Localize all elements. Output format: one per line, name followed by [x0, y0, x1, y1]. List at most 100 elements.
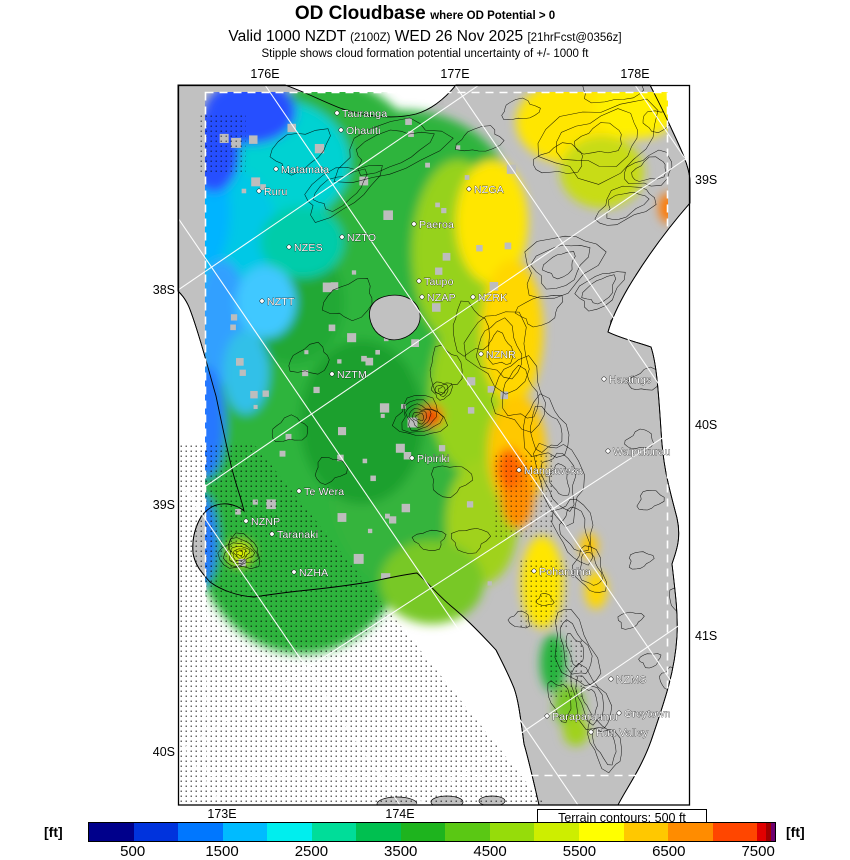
- axis-label: 178E: [620, 67, 649, 81]
- colorbar-segment: [668, 823, 713, 841]
- no-data-cell: [351, 270, 357, 275]
- no-data-cell: [314, 143, 325, 154]
- station-marker: NZTM: [329, 369, 367, 381]
- terrain-contour-line: [582, 85, 645, 104]
- no-data-cell: [432, 303, 441, 312]
- no-data-cell: [383, 210, 393, 220]
- terrain-contour-line: [606, 192, 650, 220]
- stipple-overlay: [178, 112, 584, 805]
- terrain-contour-line: [594, 185, 657, 226]
- no-data-cell: [304, 350, 309, 355]
- valid-date: WED 26 Nov 2025: [394, 27, 524, 45]
- terrain-contour-line: [581, 686, 598, 716]
- terrain-contour-line: [488, 330, 514, 365]
- colorbar-segment: [311, 823, 357, 841]
- no-data-cell: [500, 391, 509, 400]
- station-marker: Ruru: [256, 186, 288, 198]
- station-dot: [291, 569, 297, 575]
- station-dot: [531, 568, 537, 574]
- station-marker: Hastings: [601, 374, 652, 386]
- station-label: NZNP: [251, 516, 280, 528]
- terrain-contour-line: [405, 403, 437, 431]
- no-data-cell: [249, 135, 258, 144]
- station-dot: [273, 166, 279, 172]
- colorbar-tick: 5500: [562, 843, 597, 860]
- colorbar-segment: [757, 823, 767, 841]
- cloudbase-region: [456, 160, 528, 284]
- station-marker: NZGA: [466, 184, 504, 196]
- axis-label: 176E: [250, 67, 279, 81]
- lake-taupo: [369, 294, 421, 341]
- axis-label: 39S: [695, 173, 717, 187]
- terrain-contour-line: [570, 663, 613, 730]
- station-marker: Taupo: [416, 276, 454, 288]
- terrain-contour-line: [431, 465, 473, 498]
- no-data-cell: [375, 349, 380, 355]
- no-data-cell: [437, 98, 444, 106]
- cloudbase-region: [300, 340, 424, 504]
- station-marker: Matamata: [273, 164, 329, 176]
- colorbar: [ft] [ft] 500 1500 2500 3500 4500 5500 6500 750…: [0, 820, 850, 860]
- no-data-cell: [506, 164, 517, 174]
- colorbar-segment: [222, 823, 268, 841]
- axis-label: 39S: [153, 498, 175, 512]
- station-dot: [296, 488, 302, 494]
- no-data-cell: [403, 452, 412, 460]
- terrain-contour-line: [401, 399, 444, 433]
- domain-boundary-dashed: [204, 91, 669, 777]
- colorbar-segment: [133, 823, 179, 841]
- no-data-cell: [467, 377, 476, 386]
- station-label: Matamata: [281, 164, 329, 176]
- station-label: Greytown: [624, 708, 671, 720]
- station-marker: NZAP: [419, 292, 456, 304]
- colorbar-segment: [445, 823, 490, 841]
- terrain-contour-line: [271, 414, 308, 442]
- station-marker: Pipiriki: [409, 453, 450, 465]
- terrain-contour-line: [542, 251, 576, 280]
- map-frame: [177, 84, 691, 806]
- station-label: NZNR: [486, 349, 516, 361]
- colorbar-tick: 4500: [473, 843, 507, 860]
- terrain-contour-line: [475, 317, 523, 380]
- colorbar-tick: 2500: [294, 843, 329, 860]
- station-dot: [256, 188, 262, 194]
- station-label: Pohangina: [539, 566, 591, 578]
- colorbar-segment: [579, 823, 624, 841]
- no-data-cell: [241, 188, 247, 194]
- terrain-contour-line: [556, 108, 638, 167]
- station-label: Pipiriki: [417, 453, 450, 465]
- colorbar-segment: [267, 823, 312, 841]
- chart-title-qualifier: where OD Potential > 0: [430, 10, 556, 22]
- no-data-cell: [389, 516, 397, 524]
- colorbar-tick: 3500: [384, 843, 418, 860]
- colorbar-segment: [770, 823, 776, 841]
- axis-label: 174E: [385, 807, 414, 820]
- station-marker: Greytown: [616, 708, 671, 720]
- station-marker: Ohauiti: [338, 125, 381, 137]
- no-data-cell: [401, 503, 411, 513]
- station-dot: [608, 676, 614, 682]
- station-dot: [605, 448, 611, 454]
- no-data-cell: [441, 207, 447, 214]
- station-marker: NZTO: [339, 232, 376, 244]
- no-data-cell: [380, 413, 385, 418]
- station-marker: NZMS: [608, 674, 647, 686]
- station-marker: NZTT: [259, 296, 295, 308]
- axis-label: 177E: [440, 67, 469, 81]
- no-data-cell: [476, 244, 483, 252]
- colorbar-unit-right: [ft]: [786, 824, 805, 840]
- terrain-contour-line: [415, 412, 424, 421]
- no-data-cell: [408, 131, 414, 137]
- terrain-contour-line: [624, 428, 655, 449]
- station-dot: [339, 234, 345, 240]
- cloudbase-region: [481, 260, 543, 404]
- no-data-cell: [330, 282, 339, 290]
- colorbar-segment: [766, 823, 771, 841]
- station-label: Hastings: [609, 374, 651, 386]
- terrain-contour-line: [628, 551, 655, 570]
- terrain-contour-line: [434, 383, 449, 398]
- station-marker: NZES: [286, 242, 323, 254]
- terrain-contour-line: [578, 552, 603, 586]
- forecast-ref: [21hrFcst@0356z]: [527, 31, 622, 44]
- valid-zulu: (2100Z): [350, 31, 391, 44]
